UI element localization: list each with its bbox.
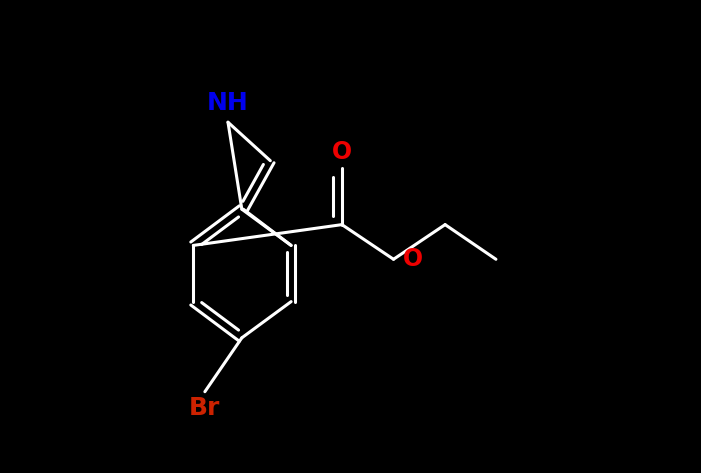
Text: Br: Br <box>189 396 221 420</box>
Text: O: O <box>403 247 423 272</box>
Text: O: O <box>332 140 352 164</box>
Text: NH: NH <box>207 90 249 114</box>
